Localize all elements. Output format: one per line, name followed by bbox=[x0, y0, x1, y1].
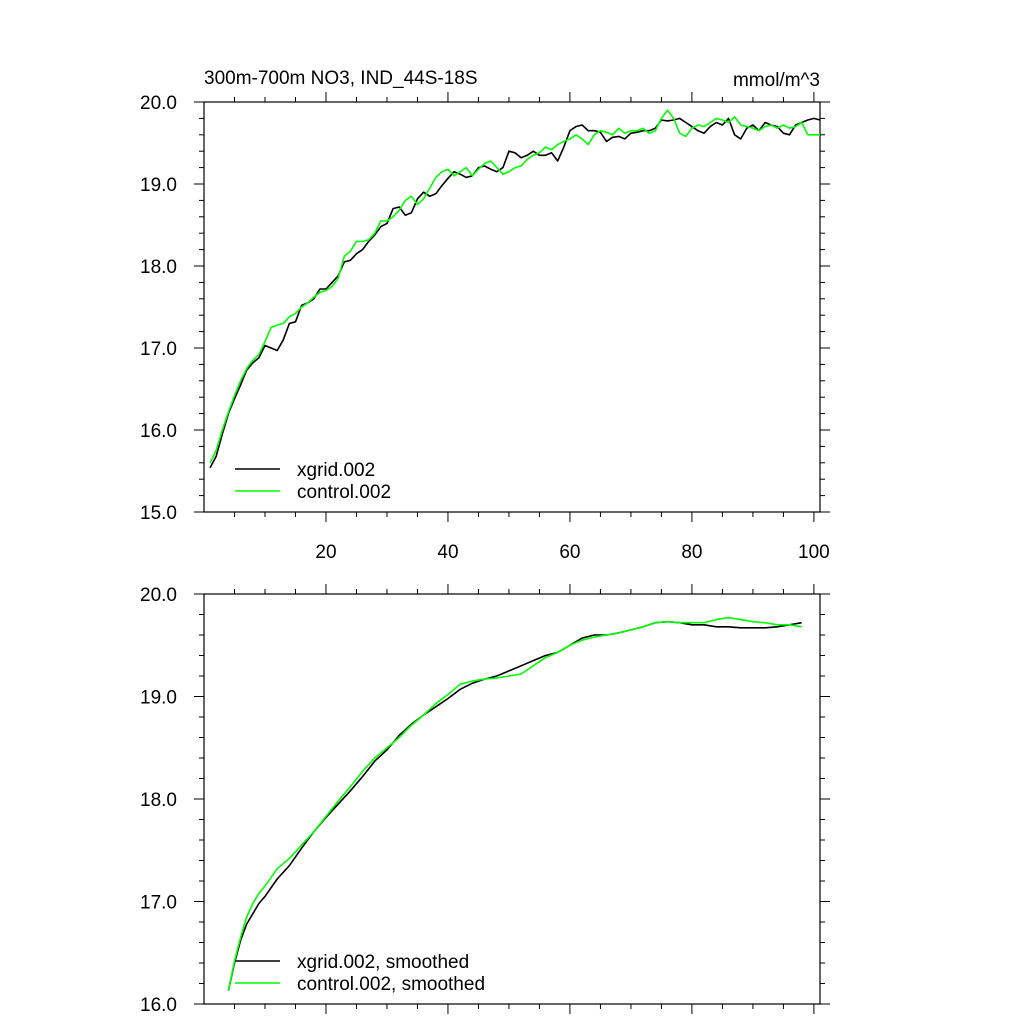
units-label: mmol/m^3 bbox=[733, 70, 820, 91]
x-tick-label: 40 bbox=[437, 542, 458, 563]
chart-panel-1: 15.0 16.0 17.0 18.0 19.0 20.0 20 40 60 80 100 xgrid… bbox=[140, 92, 830, 563]
y-tick-label: 19.0 bbox=[140, 688, 177, 709]
chart-panel-2: 16.0 17.0 18.0 19.0 20.0 xgrid.002, smoothedc… bbox=[140, 584, 830, 1016]
series-line-1 bbox=[227, 620, 802, 991]
series-line-1 bbox=[209, 117, 821, 469]
x-tick-label: 80 bbox=[681, 542, 702, 563]
y-tick-label: 18.0 bbox=[140, 257, 177, 278]
chart-title: 300m-700m NO3, IND_44S-18S bbox=[204, 68, 478, 89]
legend-label: xgrid.002, smoothed bbox=[297, 952, 469, 973]
y-tick-label: 20.0 bbox=[140, 93, 177, 114]
x-tick-label: 100 bbox=[798, 542, 830, 563]
x-tick-label: 60 bbox=[559, 542, 580, 563]
legend-label: xgrid.002 bbox=[297, 460, 375, 481]
y-tick-label: 18.0 bbox=[140, 790, 177, 811]
y-tick-label: 15.0 bbox=[140, 503, 177, 524]
x-tick-label: 20 bbox=[315, 542, 336, 563]
y-tick-label: 20.0 bbox=[140, 585, 177, 606]
plot-frame bbox=[203, 593, 821, 1005]
y-tick-label: 16.0 bbox=[140, 995, 177, 1016]
legend-label: control.002, smoothed bbox=[297, 974, 485, 995]
legend-label: control.002 bbox=[297, 482, 391, 503]
y-tick-label: 17.0 bbox=[140, 339, 177, 360]
y-tick-label: 19.0 bbox=[140, 175, 177, 196]
y-tick-label: 16.0 bbox=[140, 421, 177, 442]
series-line-2 bbox=[209, 109, 820, 464]
series-line-2 bbox=[227, 616, 802, 991]
y-tick-label: 17.0 bbox=[140, 893, 177, 914]
plot-frame bbox=[203, 101, 821, 513]
